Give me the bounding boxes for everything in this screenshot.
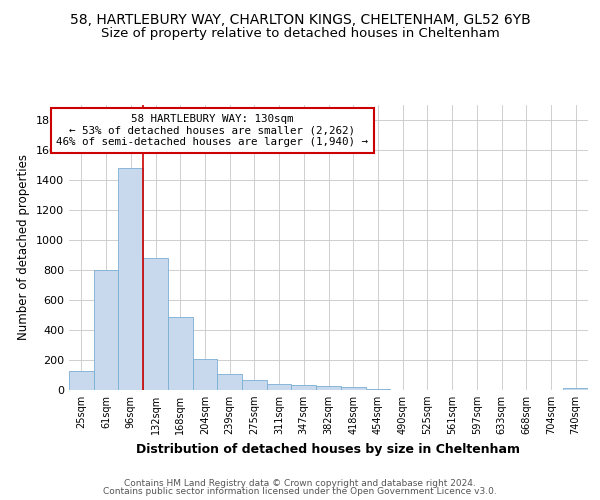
Bar	[193, 359, 217, 390]
Text: Contains public sector information licensed under the Open Government Licence v3: Contains public sector information licen…	[103, 488, 497, 496]
Bar	[316, 386, 341, 390]
Text: 58 HARTLEBURY WAY: 130sqm
← 53% of detached houses are smaller (2,262)
46% of se: 58 HARTLEBURY WAY: 130sqm ← 53% of detac…	[56, 114, 368, 147]
Bar	[242, 380, 267, 390]
Bar	[365, 388, 390, 390]
Text: Size of property relative to detached houses in Cheltenham: Size of property relative to detached ho…	[101, 28, 499, 40]
Bar	[292, 385, 316, 390]
Bar	[267, 384, 292, 390]
Bar	[168, 316, 193, 390]
Bar	[217, 374, 242, 390]
Bar	[143, 258, 168, 390]
Bar	[94, 270, 118, 390]
Y-axis label: Number of detached properties: Number of detached properties	[17, 154, 31, 340]
Bar	[341, 387, 365, 390]
X-axis label: Distribution of detached houses by size in Cheltenham: Distribution of detached houses by size …	[137, 442, 521, 456]
Bar	[69, 371, 94, 390]
Text: Contains HM Land Registry data © Crown copyright and database right 2024.: Contains HM Land Registry data © Crown c…	[124, 478, 476, 488]
Text: 58, HARTLEBURY WAY, CHARLTON KINGS, CHELTENHAM, GL52 6YB: 58, HARTLEBURY WAY, CHARLTON KINGS, CHEL…	[70, 12, 530, 26]
Bar	[118, 168, 143, 390]
Bar	[563, 388, 588, 390]
